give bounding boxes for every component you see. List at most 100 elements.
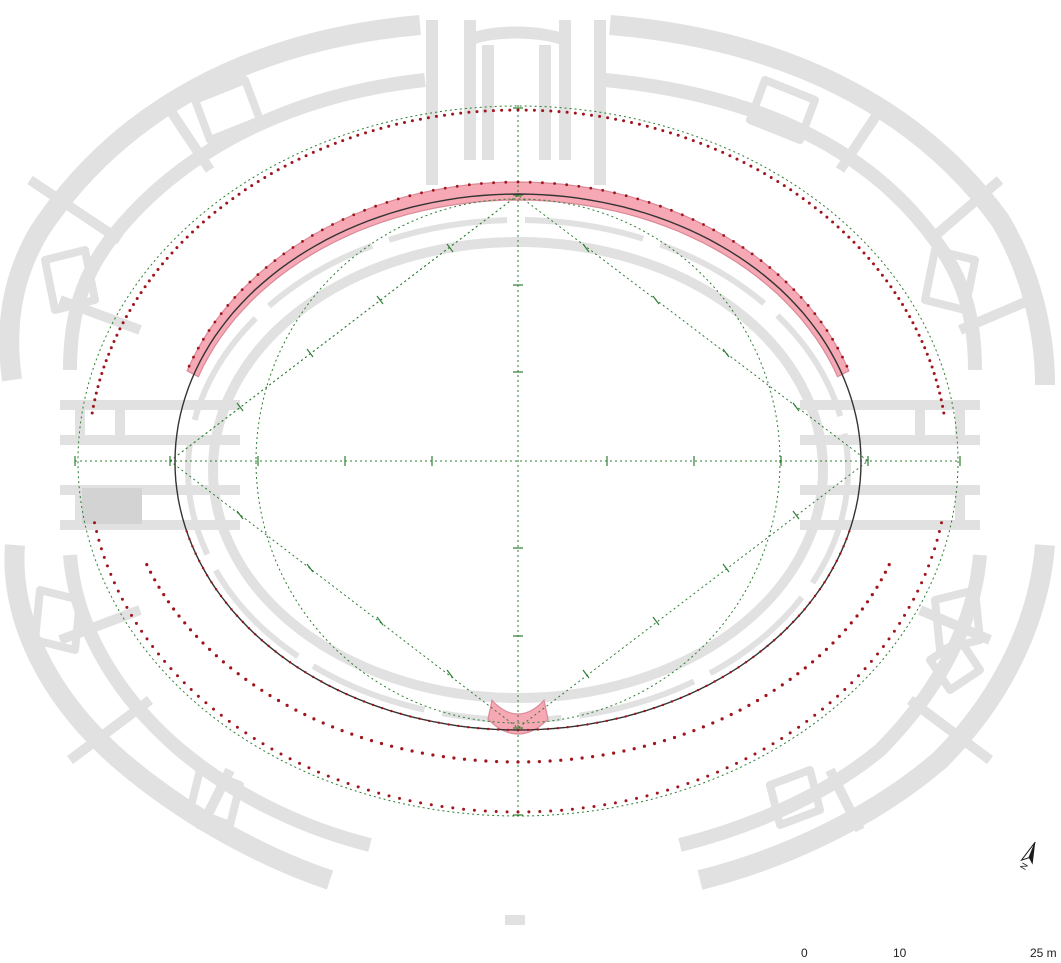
north-arrow-icon [1020,841,1036,865]
red-dot-arena-south [643,709,646,713]
red-dot-outer-north [904,309,908,312]
red-dot-middle-south [505,760,509,764]
red-dot-middle-south [294,708,298,712]
red-dot-middle-south [331,725,335,729]
outer-construction-oval [77,105,959,817]
red-dot-arena-south [586,723,589,726]
red-dot-band-north [659,204,662,208]
red-dot-band-north [732,240,735,243]
red-dot-outer-north [96,385,100,389]
red-dot-outer-south [869,659,873,663]
red-dot-outer-south [440,805,444,808]
red-dot-middle-south [268,693,272,698]
red-dot-outer-north [403,121,406,124]
red-dot-arena-south [254,633,257,636]
red-dot-band-north [492,181,495,185]
red-dot-outer-south [592,805,596,808]
ruins-outer-arc-ne [609,15,1055,386]
red-dot-arena-south [808,601,812,604]
red-dot-outer-north [104,359,108,363]
red-dot-band-north [541,181,544,185]
red-dot-middle-south [559,758,563,762]
red-dot-band-north [792,288,796,291]
red-dot-outer-north [94,391,98,395]
red-dot-outer-south [762,747,766,751]
red-dot-band-north [187,364,191,368]
red-dot-outer-north [165,256,169,260]
red-dot-outer-north [237,192,241,196]
red-dot-arena-south [536,728,540,731]
red-dot-outer-north [728,154,732,158]
red-dot-arena-south [354,696,357,700]
red-dot-band-north [207,329,211,332]
red-dot-outer-north [749,164,753,168]
red-dot-outer-south [863,667,867,671]
red-dot-outer-south [696,778,700,782]
red-dot-outer-north [914,327,918,331]
red-dot-outer-south [744,757,748,761]
red-dot-arena-south [576,724,579,728]
diagonal-nw [169,194,519,462]
red-dot-arena-south [486,727,490,731]
red-dot-middle-south [662,739,667,743]
red-dot-middle-south [591,755,595,759]
red-dot-band-north [233,296,237,299]
red-dot-band-north [282,252,286,256]
red-dot-band-north [273,259,277,262]
red-dot-outer-south [483,809,487,813]
red-dot-outer-south [843,688,847,691]
red-dot-outer-south [898,621,902,625]
red-dot-arena-south [721,675,724,679]
red-dot-arena-south [362,700,366,703]
red-dot-middle-south [285,703,289,708]
red-dot-outer-south [109,572,113,576]
red-dot-middle-south [764,693,768,698]
red-dot-outer-south [805,719,809,723]
red-dot-outer-north [801,197,805,201]
red-dot-outer-south [346,782,350,785]
rhombus-tick [792,510,800,520]
red-dot-middle-south [747,703,751,708]
red-dot-band-north [264,266,268,269]
red-dot-outer-south [933,547,937,551]
red-dot-outer-south [560,808,564,812]
red-dot-outer-south [196,694,200,698]
red-dot-middle-south [612,751,616,755]
red-dot-outer-south [930,555,934,559]
ruins-south-fragment [505,915,525,925]
ruins-middle-arc-n-left [63,73,426,371]
red-dot-middle-south [208,647,212,652]
red-dot-outer-south [169,667,173,671]
red-dot-arena-south [219,594,223,598]
red-dot-outer-north [115,333,119,337]
red-dot-outer-north [467,110,471,114]
red-dot-outer-south [419,801,423,805]
red-dot-band-north [443,186,447,190]
ruins-radial-walls [27,107,1032,833]
red-dot-arena-south [408,715,412,718]
red-dot-outer-south [462,807,466,811]
red-dot-band-north [192,355,195,359]
red-dot-outer-north [170,251,174,255]
red-dot-band-north [331,223,334,226]
red-dot-outer-north [364,131,367,135]
red-dot-outer-south [189,688,193,691]
ruins-outer-arc-sw [4,544,334,890]
red-dot-arena-south [390,709,393,713]
red-dot-arena-south [380,706,384,710]
red-dot-arena-south [670,700,674,703]
red-dot-band-north [528,180,532,184]
red-dot-arena-south [791,620,795,624]
red-dot-outer-north [942,411,946,415]
red-dot-outer-south [881,645,885,648]
red-dot-outer-south [937,530,941,533]
red-dot-middle-south [390,744,394,748]
red-dot-outer-north [91,404,95,408]
red-dot-arena-south [328,684,331,688]
red-dot-outer-north [451,112,455,116]
red-dot-outer-north [936,385,940,389]
rhombus-tick [722,348,730,358]
red-dot-band-north [320,228,324,232]
red-dot-outer-south [116,589,120,593]
red-dot-band-north [741,246,745,249]
